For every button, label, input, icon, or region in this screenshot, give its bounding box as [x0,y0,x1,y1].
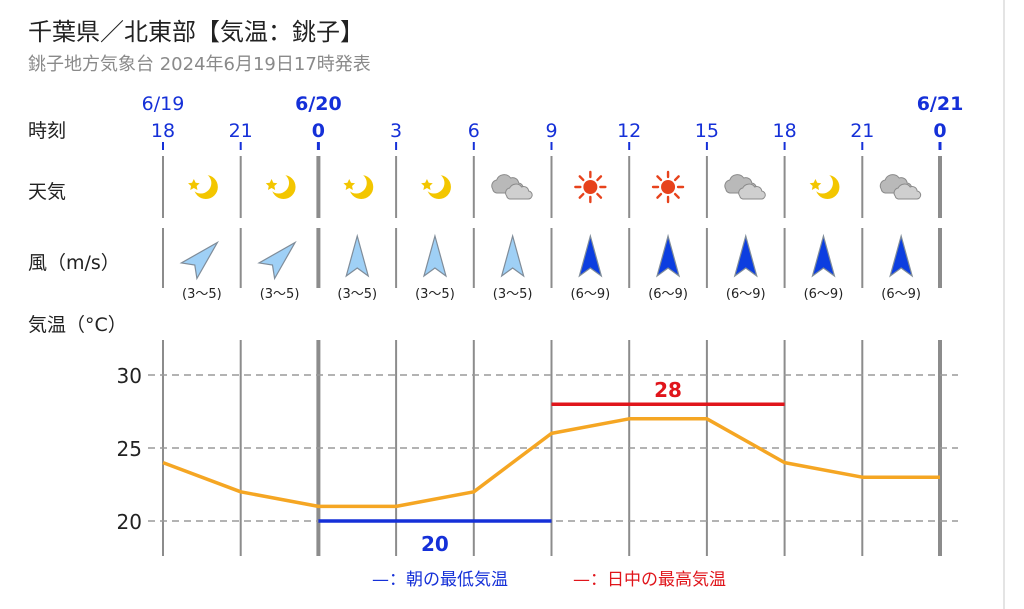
wind-speed-label: (3〜5) [260,287,300,302]
legend-marker: — [372,570,389,590]
min-temp-label: 20 [421,532,449,556]
legend-item: —：朝の最低気温 [372,570,508,590]
star [343,179,356,190]
star [188,179,200,190]
hour-label: 9 [545,120,557,142]
wind-arrow-icon [422,233,447,278]
cloudy-icon [724,174,766,200]
sunny-icon [574,170,607,204]
wind-arrow-icon [578,233,603,278]
hour-label: 18 [151,120,175,142]
temperature-line [162,417,940,509]
y-tick-label: 20 [117,510,142,534]
star [265,179,278,190]
hour-label: 3 [390,120,402,142]
wind-speed-label: (6〜9) [804,287,844,302]
wind-speed-label: (6〜9) [881,287,921,302]
night-clear-icon [265,172,296,199]
wind-arrow-icon [257,240,297,281]
wind-speed-label: (3〜5) [415,287,455,302]
wind-arrow-icon [733,233,758,278]
page-title: 千葉県／北東部【気温：銚子】 [28,18,364,46]
wind-arrow-shape [179,240,220,281]
hour-label: 0 [933,120,946,142]
legend-text: ：朝の最低気温 [389,570,508,590]
date-label: 6/19 [142,93,185,115]
sunny-icon [651,170,685,204]
cloud-front [738,183,766,200]
hour-label: 21 [229,120,253,142]
wind-arrow-icon [889,233,914,278]
weather-row-label: 天気 [28,181,66,203]
night-clear-icon [188,172,218,199]
wind-arrow-icon [500,233,525,278]
scroll-edge [1003,0,1005,609]
wind-speed-label: (6〜9) [726,287,766,302]
hour-label: 15 [695,120,719,142]
sun-ray [596,175,603,182]
sun-core [583,180,598,194]
wind-arrow-shape [578,233,603,278]
date-label: 6/20 [295,93,342,115]
cloudy-icon [491,174,533,200]
time-row-label: 時刻 [28,120,66,142]
wind-speed-label: (3〜5) [493,287,533,302]
cloud-front [505,183,533,200]
hour-label: 21 [850,120,874,142]
night-clear-icon [343,172,374,199]
sun-ray [673,175,680,182]
sun-ray [596,192,603,199]
wind-row-label: 風（m/s） [28,252,120,274]
cloud-front [893,183,922,200]
sun-ray [673,192,680,199]
wind-arrow-shape [422,233,447,278]
date-label: 6/21 [917,93,964,115]
wind-speed-label: (6〜9) [648,287,688,302]
sun-ray [656,192,663,199]
wind-arrow-icon [345,233,370,278]
wind-arrow-shape [345,233,370,278]
wind-arrow-icon [811,233,836,278]
hour-label: 12 [617,120,641,142]
wind-arrow-icon [656,233,681,278]
sun-ray [578,175,585,182]
wind-arrow-shape [733,233,758,278]
wind-speed-label: (3〜5) [337,287,377,302]
y-tick-label: 25 [117,437,142,461]
hour-label: 0 [312,120,325,142]
legend-text: ：日中の最高気温 [590,570,726,590]
night-clear-icon [421,172,451,199]
sun-core [661,180,676,194]
cloudy-icon [879,174,922,200]
night-clear-icon [809,172,840,199]
max-temp-label: 28 [654,378,682,402]
star [809,179,822,190]
wind-speed-label: (6〜9) [571,287,611,302]
legend-marker: — [573,570,590,590]
hour-label: 18 [773,120,797,142]
sun-ray [656,175,663,182]
hour-label: 6 [468,120,480,142]
y-tick-label: 30 [117,364,142,388]
wind-arrow-shape [257,240,297,281]
temp-row-label: 気温（°C） [28,314,127,336]
wind-arrow-icon [179,240,220,281]
wind-speed-label: (3〜5) [182,287,222,302]
wind-arrow-shape [656,233,681,278]
sun-ray [578,192,585,199]
star [421,179,433,190]
wind-arrow-shape [811,233,836,278]
wind-arrow-shape [889,233,914,278]
legend-item: —：日中の最高気温 [573,570,726,590]
wind-arrow-shape [500,233,525,278]
page-subtitle: 銚子地方気象台 2024年6月19日17時発表 [28,54,371,75]
